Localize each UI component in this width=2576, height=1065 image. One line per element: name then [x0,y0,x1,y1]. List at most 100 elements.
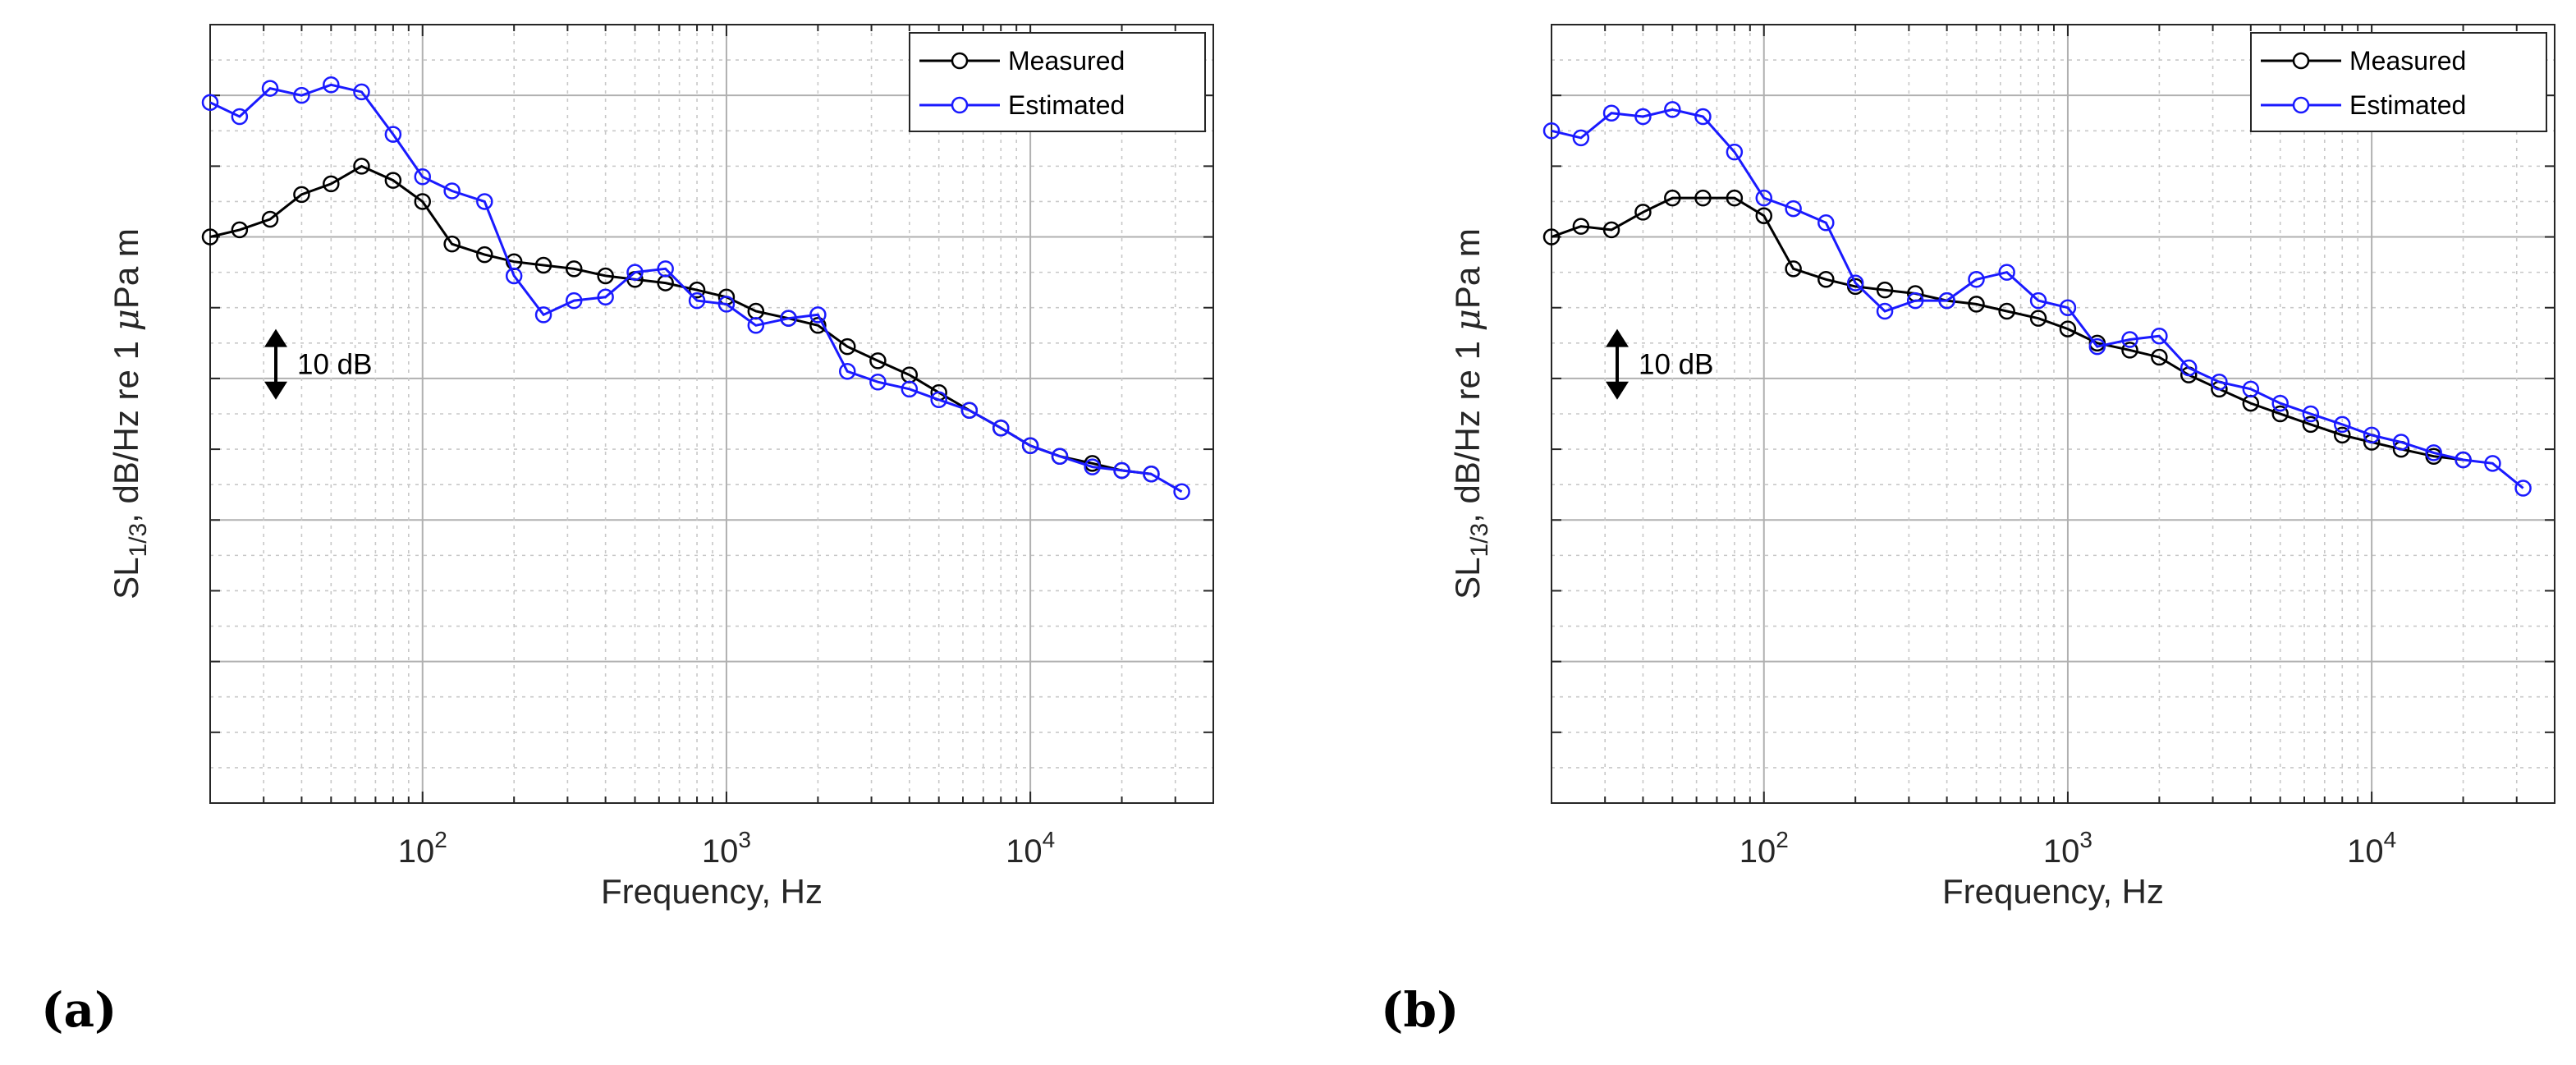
data-point-estimated [657,260,674,278]
data-point-estimated [231,108,249,126]
data-point-measured [476,246,493,264]
data-point-estimated [838,363,856,380]
data-point-measured [443,235,461,253]
data-point-measured [1968,296,1985,313]
data-point-measured [231,221,249,239]
data-point-estimated [1084,458,1101,475]
data-point-estimated [1906,291,1924,310]
legend-label-measured: Measured [2349,46,2466,76]
y-axis-label: SL1/3, dB/Hz re 1 μPa m [106,228,152,599]
data-point-measured [293,186,310,204]
x-tick-label-base: 10 [398,833,435,870]
x-axis-label: Frequency, Hz [1942,872,2164,911]
series-measured [1542,189,2472,469]
x-tick-label: 104 [2347,827,2396,870]
data-point-estimated [930,391,947,409]
data-point-estimated [1143,466,1160,483]
data-point-measured [1998,302,2015,320]
scale-bar-arrow-down-icon [1606,381,1629,400]
scale-bar: 10 dB [264,328,372,400]
y-axis-label-part: , dB/Hz re 1 [1448,331,1487,522]
data-point-measured [838,337,856,356]
x-tick-label-base: 10 [1006,833,1043,870]
data-point-estimated [626,264,644,281]
data-point-estimated [1998,264,2015,281]
data-point-estimated [1173,483,1190,501]
data-point-measured [1634,204,1652,221]
data-point-estimated [2514,480,2532,497]
data-point-estimated [1817,214,1835,232]
grid [210,24,1213,804]
data-point-estimated [2121,331,2138,348]
data-point-measured [1726,189,1744,207]
data-point-estimated [597,288,614,306]
data-point-measured [597,267,614,285]
data-point-estimated [747,317,765,334]
data-point-estimated [2029,291,2047,310]
x-tick-label-base: 10 [2043,833,2080,870]
scale-bar-label: 10 dB [297,349,372,381]
y-axis-label-part: , dB/Hz re 1 [107,331,145,522]
data-point-estimated [2211,373,2228,391]
x-tick-label-exponent: 3 [738,827,751,852]
data-point-estimated [1664,101,1681,118]
data-point-estimated [534,306,552,324]
x-tick-label-base: 10 [2347,833,2384,870]
data-point-estimated [414,168,431,186]
data-point-measured [2121,342,2138,359]
x-tick-label-exponent: 4 [2384,827,2397,852]
data-point-estimated [2302,405,2320,423]
x-tick-label-base: 10 [702,833,739,870]
data-point-estimated [809,306,827,324]
data-point-estimated [1876,302,1894,320]
data-point-estimated [1938,291,1955,310]
data-point-estimated [323,76,340,94]
series-estimated [201,76,1190,501]
data-point-estimated [201,94,219,112]
scale-bar-arrow-up-icon [1606,328,1629,347]
data-point-estimated [2455,451,2472,469]
data-point-estimated [476,193,493,210]
data-point-measured [1755,207,1772,224]
y-axis-label: SL1/3, dB/Hz re 1 μPa m [1447,228,1493,599]
data-point-estimated [2271,394,2289,412]
data-point-measured [2334,426,2351,444]
data-point-estimated [2392,434,2410,451]
x-axis-label: Frequency, Hz [601,872,823,911]
x-tick-label-exponent: 3 [2079,827,2092,852]
series-line-measured [1551,196,2464,461]
x-tick-label: 102 [398,827,447,870]
data-point-estimated [717,296,736,313]
legend-label-measured: Measured [1008,46,1125,76]
x-tick-label: 103 [702,827,751,870]
data-point-estimated [1113,461,1130,480]
x-tick-label: 102 [1739,827,1789,870]
scale-bar-arrow-up-icon [264,328,287,347]
legend: Measured Estimated [2250,32,2547,132]
data-point-estimated [2425,444,2442,461]
data-point-estimated [688,291,706,310]
data-point-measured [1876,281,1894,299]
data-point-estimated [2242,380,2260,398]
data-point-estimated [2059,299,2077,316]
data-point-estimated [443,182,461,200]
data-point-estimated [293,86,310,104]
data-point-measured [2059,320,2077,337]
data-point-measured [2151,348,2168,366]
data-point-estimated [2334,415,2351,434]
data-point-estimated [384,126,402,143]
x-tick-label-base: 10 [1739,833,1776,870]
data-point-measured [261,210,279,228]
data-point-estimated [960,402,979,419]
data-point-estimated [2088,337,2106,356]
x-tick-label: 104 [1006,827,1055,870]
data-point-measured [1785,260,1802,278]
data-point-estimated [1634,108,1652,126]
data-point-estimated [1051,448,1069,465]
y-axis-label-mu: μ [1447,309,1487,331]
data-point-estimated [1021,437,1039,455]
data-point-estimated [780,310,797,327]
